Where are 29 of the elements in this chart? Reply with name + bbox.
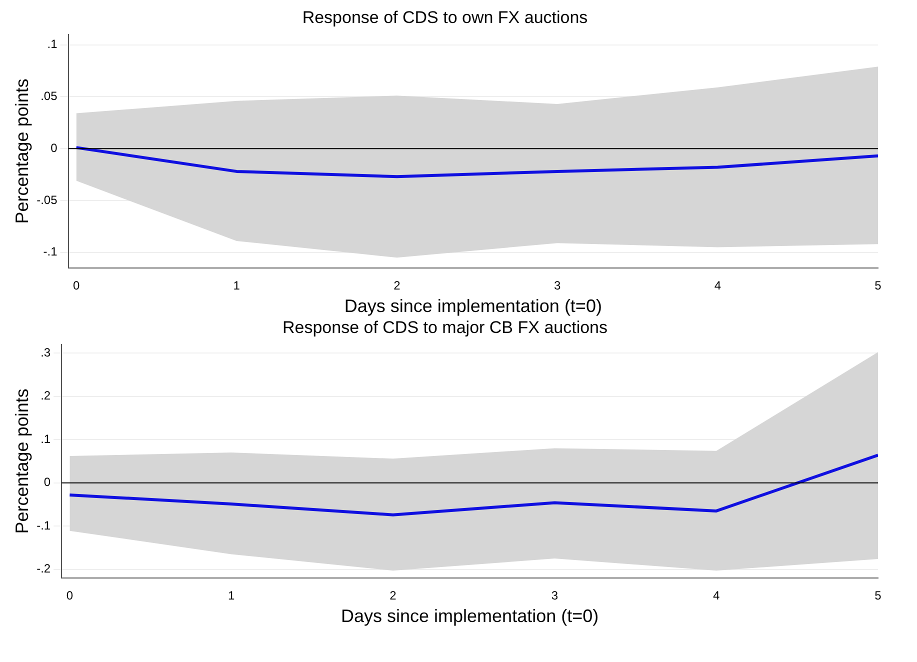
x-tick-label: 3: [551, 588, 558, 603]
x-tick-label: 1: [228, 588, 236, 603]
y-tick-label: -.1: [43, 244, 58, 259]
x-tick-label: 5: [874, 588, 882, 603]
chart-title: Response of CDS to major CB FX auctions: [282, 318, 608, 337]
x-tick-label: 0: [72, 278, 80, 293]
y-tick-label: 0: [44, 475, 51, 490]
x-tick-label: 4: [714, 278, 722, 293]
y-tick-label: .1: [47, 37, 58, 52]
x-tick-label: 4: [712, 588, 720, 603]
y-tick-label: .1: [40, 432, 51, 446]
x-axis-title: Days since implementation (t=0): [344, 296, 602, 316]
x-tick-label: 1: [233, 278, 240, 293]
x-tick-label: 5: [874, 278, 882, 293]
x-tick-label: 2: [390, 588, 397, 603]
y-tick-label: -.1: [36, 518, 51, 532]
y-axis-title: Percentage points: [12, 78, 32, 224]
y-tick-label: .05: [40, 89, 58, 104]
y-tick-label: -.05: [36, 192, 58, 207]
y-tick-label: -.2: [36, 562, 51, 576]
y-axis-title: Percentage points: [12, 388, 32, 534]
chart-title: Response of CDS to own FX auctions: [302, 8, 588, 27]
x-tick-label: 0: [66, 588, 74, 603]
y-tick-label: .3: [40, 345, 51, 360]
x-tick-label: 3: [554, 278, 561, 293]
y-tick-label: .2: [40, 388, 51, 403]
x-axis-title: Days since implementation (t=0): [340, 606, 599, 626]
y-tick-label: 0: [50, 140, 58, 155]
x-tick-label: 2: [394, 278, 401, 293]
